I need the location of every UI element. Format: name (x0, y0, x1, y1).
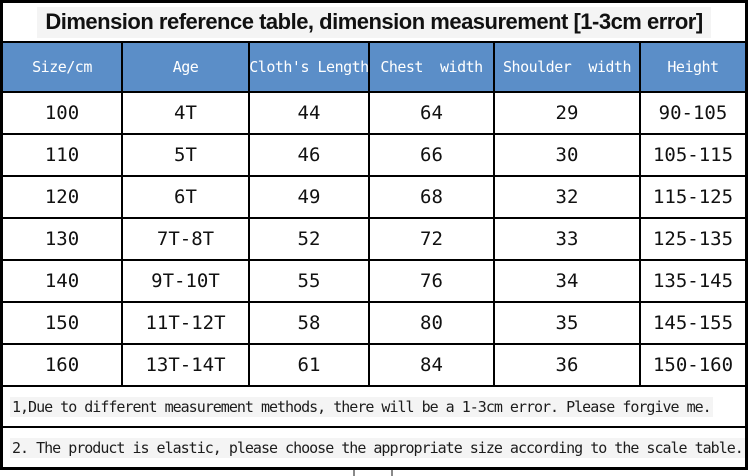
cell-size: 140 (3, 261, 123, 301)
column-header-size: Size/cm (3, 43, 123, 91)
table-row: 100 4T 44 64 29 90-105 (3, 93, 745, 135)
cell-age: 6T (123, 177, 250, 217)
cell-size: 120 (3, 177, 123, 217)
table-row: 130 7T-8T 52 72 33 125-135 (3, 219, 745, 261)
cell-height: 135-145 (652, 270, 734, 292)
cell-chest-width: 64 (370, 93, 495, 133)
cell-size: 130 (3, 219, 123, 259)
title-row: Dimension reference table, dimension mea… (3, 3, 745, 41)
cell-cloth-length: 49 (250, 177, 370, 217)
cell-shoulder-width: 35 (495, 303, 641, 343)
table-header-row: Size/cm Age Cloth's Length Chest width S… (3, 41, 745, 93)
footnote-text: 1,Due to different measurement methods, … (10, 396, 713, 417)
table-row: 120 6T 49 68 32 115-125 (3, 177, 745, 219)
page-title: Dimension reference table, dimension mea… (37, 6, 711, 38)
table-row: 150 11T-12T 58 80 35 145-155 (3, 303, 745, 345)
cell-chest-width: 76 (370, 261, 495, 301)
cell-height: 145-155 (652, 312, 734, 334)
table-row: 160 13T-14T 61 84 36 150-160 (3, 345, 745, 387)
cell-chest-width: 68 (370, 177, 495, 217)
cell-shoulder-width: 30 (495, 135, 641, 175)
cell-shoulder-width: 34 (495, 261, 641, 301)
cell-height: 150-160 (652, 354, 734, 376)
cell-cloth-length: 52 (250, 219, 370, 259)
cell-size: 100 (3, 93, 123, 133)
cell-size: 110 (3, 135, 123, 175)
cell-cloth-length: 55 (250, 261, 370, 301)
cell-height: 105-115 (652, 144, 734, 166)
column-header-height: Height (667, 58, 719, 76)
cropped-next-table-line (353, 470, 355, 476)
cell-chest-width: 66 (370, 135, 495, 175)
cropped-next-table-line (391, 470, 393, 476)
cell-age: 5T (123, 135, 250, 175)
cell-chest-width: 72 (370, 219, 495, 259)
cell-chest-width: 80 (370, 303, 495, 343)
cell-size: 160 (3, 345, 123, 385)
cell-age: 4T (123, 93, 250, 133)
cell-age: 7T-8T (123, 219, 250, 259)
cell-height: 115-125 (652, 186, 734, 208)
column-header-age: Age (123, 43, 250, 91)
table-row: 140 9T-10T 55 76 34 135-145 (3, 261, 745, 303)
cell-shoulder-width: 29 (495, 93, 641, 133)
cell-cloth-length: 61 (250, 345, 370, 385)
footnote-measurement-error: 1,Due to different measurement methods, … (3, 387, 745, 428)
cell-chest-width: 84 (370, 345, 495, 385)
cell-cloth-length: 44 (250, 93, 370, 133)
cell-shoulder-width: 32 (495, 177, 641, 217)
column-header-shoulder-width: Shoulder width (495, 43, 641, 91)
cell-height: 125-135 (652, 228, 734, 250)
cell-shoulder-width: 36 (495, 345, 641, 385)
footnote-text: 2. The product is elastic, please choose… (10, 437, 745, 458)
column-header-chest-width: Chest width (370, 43, 495, 91)
footnote-elastic-sizing: 2. The product is elastic, please choose… (3, 428, 745, 467)
table-row: 110 5T 46 66 30 105-115 (3, 135, 745, 177)
cell-shoulder-width: 33 (495, 219, 641, 259)
cell-cloth-length: 46 (250, 135, 370, 175)
cell-age: 13T-14T (123, 345, 250, 385)
cell-size: 150 (3, 303, 123, 343)
cell-height: 90-105 (658, 102, 728, 124)
cell-cloth-length: 58 (250, 303, 370, 343)
column-header-cloth-length: Cloth's Length (250, 43, 370, 91)
cell-age: 11T-12T (123, 303, 250, 343)
cell-age: 9T-10T (123, 261, 250, 301)
